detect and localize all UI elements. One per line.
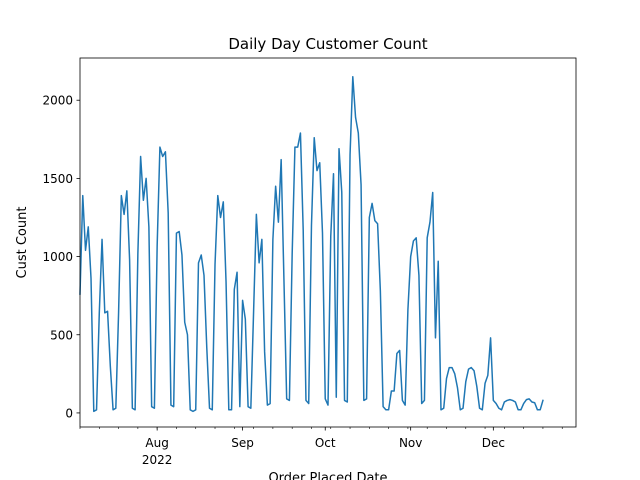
y-axis-ticks: 0 500 1000 1500 2000: [42, 94, 80, 420]
y-tick-label: 0: [65, 406, 73, 420]
x-axis-label: Order Placed Date: [268, 471, 387, 480]
y-tick-label: 2000: [42, 94, 73, 108]
x-axis-ticks: Aug 2022 Sep Oct Nov Dec: [79, 427, 563, 467]
x-tick-label: Sep: [231, 436, 254, 450]
x-tick-label: Aug: [145, 436, 168, 450]
chart-title: Daily Day Customer Count: [228, 35, 427, 53]
y-tick-label: 1500: [42, 172, 73, 186]
x-tick-year-label: 2022: [142, 453, 173, 467]
x-tick-label: Nov: [399, 436, 422, 450]
x-tick-label: Oct: [315, 436, 336, 450]
y-axis-label: Cust Count: [15, 207, 30, 279]
x-tick-label: Dec: [482, 436, 505, 450]
y-tick-label: 500: [50, 328, 73, 342]
series-line: [79, 76, 544, 413]
y-tick-label: 1000: [42, 250, 73, 264]
plot-frame: [79, 57, 577, 428]
